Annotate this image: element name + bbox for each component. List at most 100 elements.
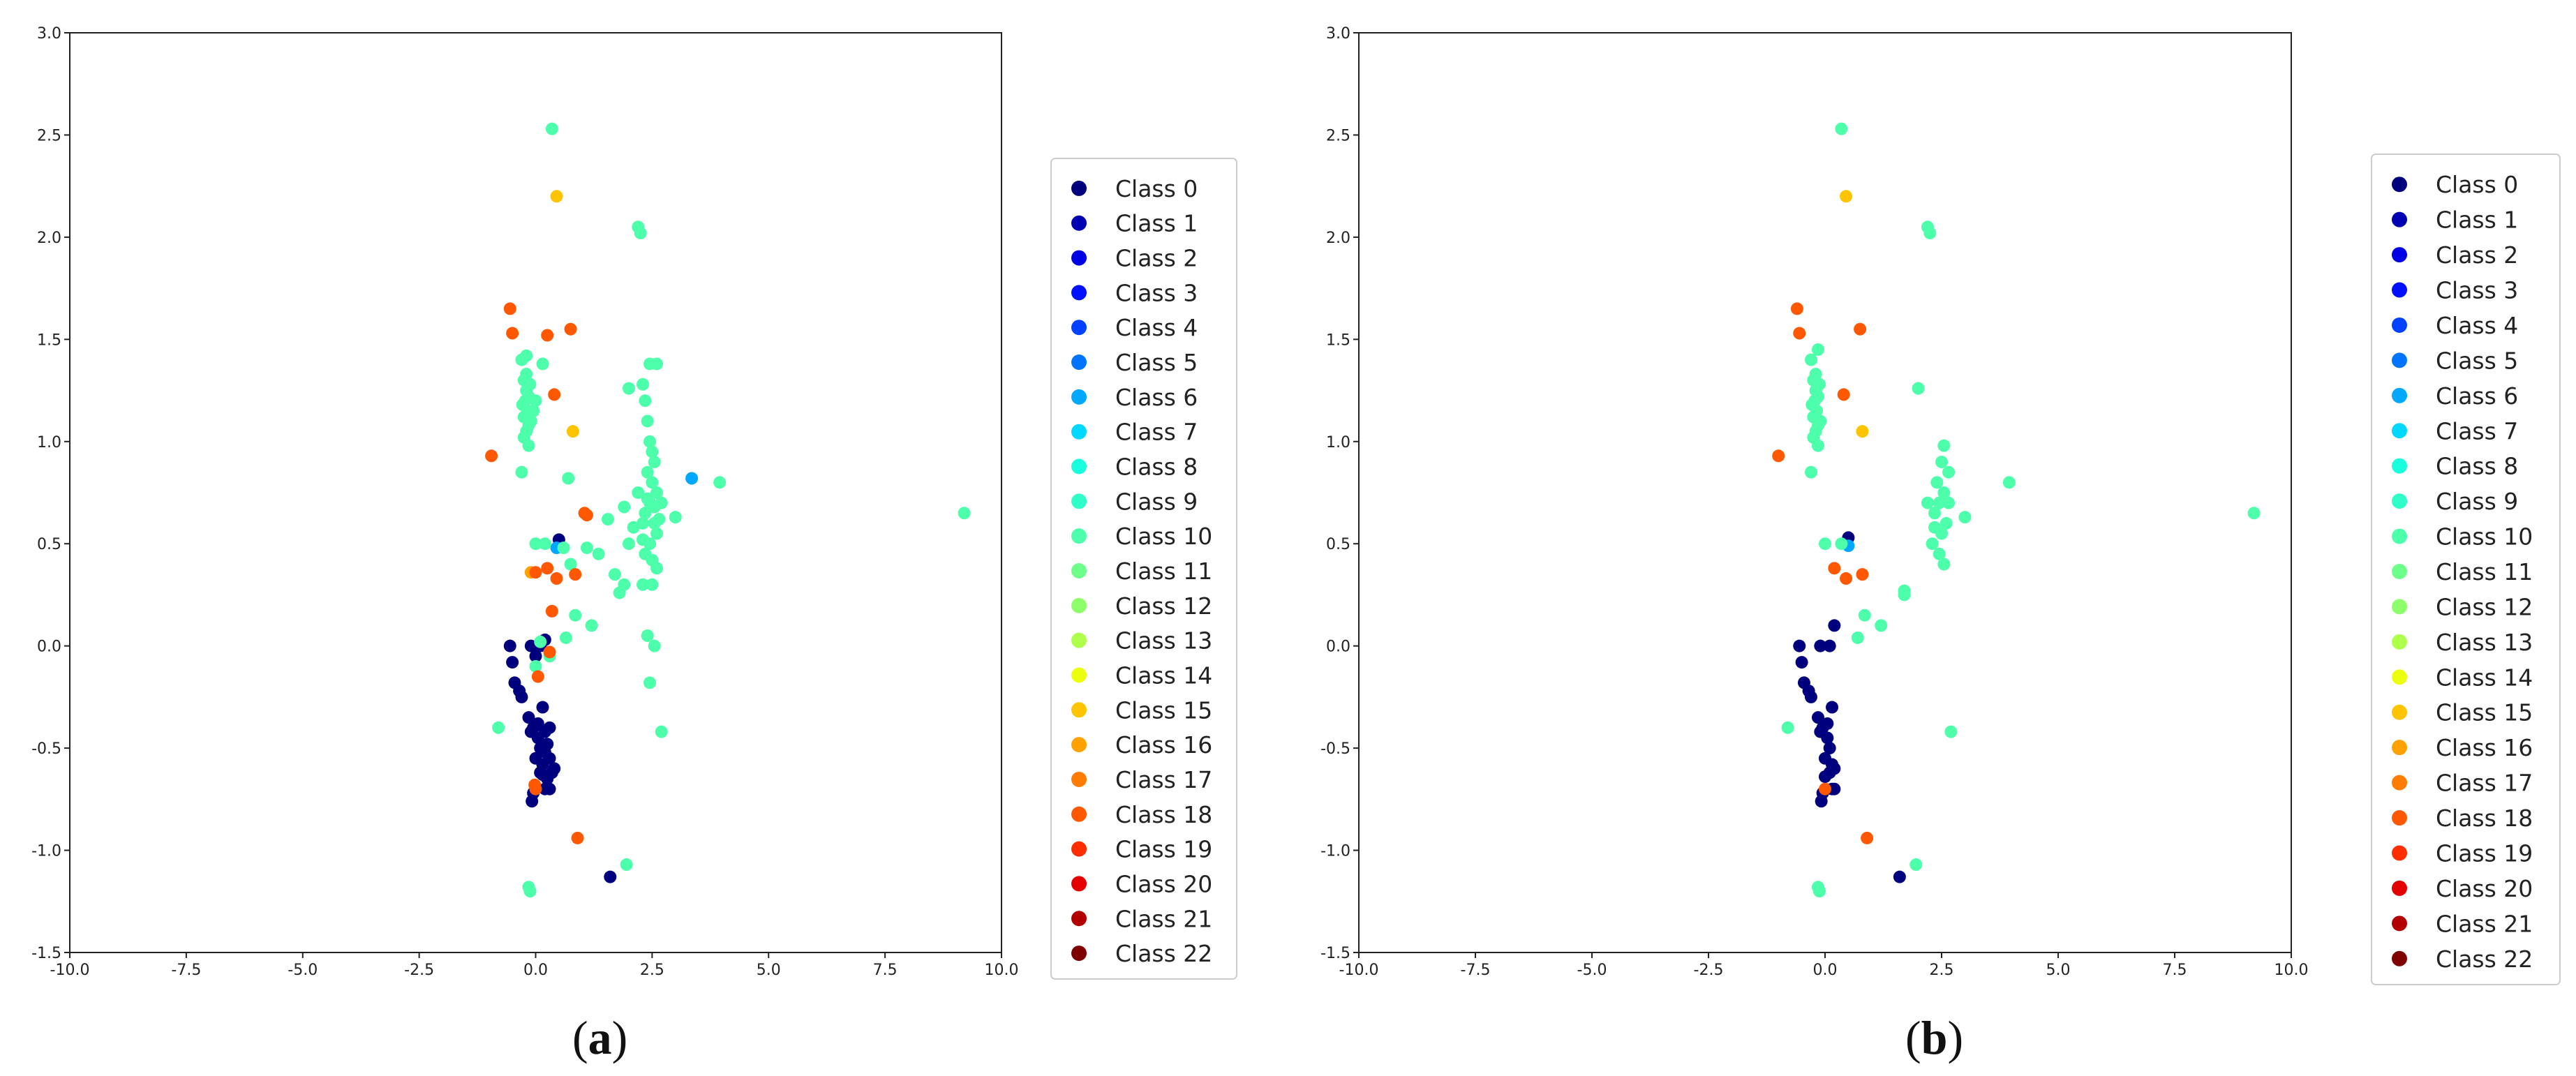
y-tick-label: -1.5: [31, 945, 61, 962]
data-point: [1809, 368, 1822, 381]
legend-label: Class 13: [2436, 629, 2533, 656]
legend-label: Class 2: [1115, 245, 1198, 272]
y-tick-label: 0.5: [1326, 536, 1350, 553]
legend-label: Class 19: [1115, 836, 1212, 863]
data-point: [1815, 795, 1828, 808]
legend-label: Class 1: [1115, 210, 1198, 237]
data-point: [632, 486, 645, 499]
legend-marker: [1071, 597, 1087, 613]
caption-a: (a): [572, 1011, 628, 1064]
legend-marker: [2392, 282, 2407, 298]
y-tick-label: 1.0: [37, 434, 61, 451]
data-point: [1840, 190, 1853, 203]
x-tick-label: -10.0: [50, 962, 90, 979]
data-point: [650, 486, 664, 499]
data-point: [1926, 537, 1939, 551]
legend-label: Class 18: [1115, 801, 1212, 828]
data-point: [1804, 353, 1817, 366]
data-point: [1819, 537, 1831, 551]
legend-marker: [1071, 354, 1087, 371]
data-point: [636, 378, 650, 391]
data-point: [2247, 507, 2261, 520]
data-point: [569, 568, 582, 581]
data-point: [1898, 588, 1911, 601]
data-point: [1812, 885, 1826, 898]
data-point: [1814, 414, 1827, 428]
x-tick-label: -2.5: [1694, 962, 1724, 979]
legend-label: Class 16: [2436, 734, 2533, 761]
legend-marker: [2392, 880, 2407, 896]
scatter-plot-b: -10.0 -7.5 -5.0 -2.5 0.0 2.5 5.0 7.5 10.0 -1.5 -1.…: [1320, 25, 2561, 985]
data-point: [958, 507, 971, 520]
data-point: [608, 568, 621, 581]
data-point: [523, 885, 537, 898]
data-point: [1937, 558, 1951, 571]
data-point: [571, 831, 584, 844]
scatter-plot-a: -10.0 -7.5 -5.0 -2.5 0.0 2.5 5.0 7.5 10.0 -1.5 -1.…: [31, 25, 1237, 980]
legend-label: Class 7: [2436, 417, 2518, 444]
series-class-15: [550, 190, 579, 438]
y-tick-label: 2.5: [37, 127, 61, 144]
data-point: [634, 227, 647, 240]
y-tick-label: -0.5: [1320, 740, 1350, 758]
data-point: [1772, 449, 1785, 463]
x-tick-label: -5.0: [288, 962, 318, 979]
y-tick-label: -1.5: [1320, 945, 1350, 962]
data-point: [543, 782, 556, 795]
data-point: [1814, 725, 1827, 738]
data-point: [641, 465, 654, 479]
data-point: [541, 329, 554, 342]
legend-box: [1050, 158, 1237, 980]
legend-label: Class 9: [1115, 488, 1198, 515]
data-point: [1942, 465, 1956, 479]
data-point: [1823, 742, 1836, 755]
data-point: [1856, 425, 1869, 438]
y-tick-label: 2.0: [37, 230, 61, 247]
data-point: [1942, 496, 1956, 509]
legend-marker: [1071, 389, 1087, 405]
legend-label: Class 8: [2436, 453, 2518, 480]
data-point: [515, 465, 528, 479]
legend-marker: [2392, 669, 2407, 685]
data-point: [569, 608, 582, 622]
legend-marker: [1071, 911, 1087, 927]
data-point: [1921, 496, 1934, 509]
data-point: [524, 414, 537, 428]
data-point: [646, 445, 659, 458]
legend-marker: [2392, 810, 2407, 826]
data-point: [1835, 537, 1848, 551]
legend-marker: [1071, 493, 1087, 509]
legend-marker: [1071, 737, 1087, 753]
data-point: [655, 725, 668, 738]
data-point: [531, 670, 544, 683]
data-point: [523, 378, 537, 391]
data-point: [557, 541, 570, 555]
y-tick-label: 2.0: [1326, 230, 1350, 247]
data-point: [545, 604, 558, 618]
legend-marker: [2392, 177, 2407, 193]
data-point: [623, 537, 635, 551]
data-point: [1828, 562, 1841, 575]
data-point: [1819, 770, 1831, 784]
legend-marker: [2392, 916, 2407, 932]
x-tick-label: 5.0: [757, 962, 781, 979]
legend-label: Class 6: [2436, 382, 2518, 410]
x-tick-label: -10.0: [1339, 962, 1379, 979]
legend-label: Class 15: [1115, 696, 1212, 724]
x-tick-label: 5.0: [2046, 962, 2071, 979]
legend-label: Class 17: [1115, 766, 1212, 793]
legend-marker: [1071, 702, 1087, 718]
legend-label: Class 14: [1115, 662, 1212, 689]
legend-marker: [2392, 634, 2407, 650]
data-point: [536, 768, 549, 782]
legend-label: Class 1: [2436, 207, 2518, 234]
x-tick-label: 2.5: [640, 962, 664, 979]
legend-label: Class 19: [2436, 839, 2533, 867]
data-point: [506, 327, 519, 340]
data-point: [618, 500, 631, 514]
legend-marker: [2392, 458, 2407, 474]
data-point: [648, 456, 661, 469]
data-point: [1928, 507, 1941, 520]
caption-b: (b): [1905, 1011, 1964, 1064]
legend-marker: [1071, 215, 1087, 231]
